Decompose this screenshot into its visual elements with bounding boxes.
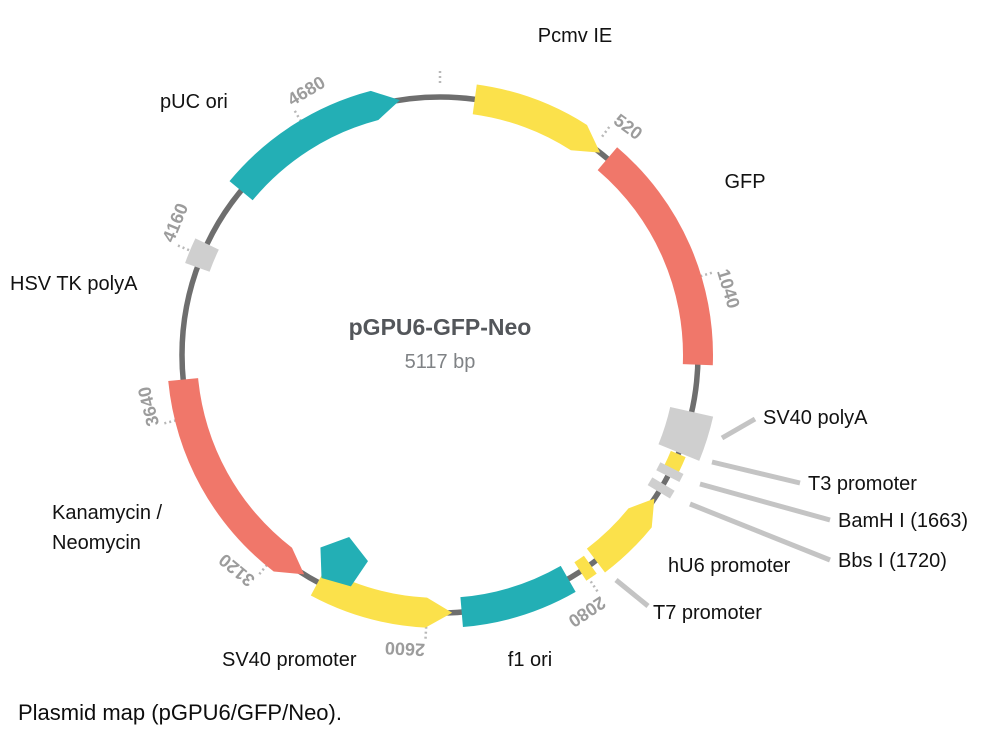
tick-label-3640: 3640	[134, 385, 163, 429]
tick-mark	[292, 108, 303, 122]
tick-label-2080: 2080	[565, 592, 609, 631]
restriction-site-group	[647, 462, 831, 563]
feature-group	[168, 84, 714, 628]
feature-label-gfp: GFP	[724, 171, 765, 193]
leader-line-t3-promoter	[711, 459, 801, 486]
plasmid-name: pGPU6-GFP-Neo	[349, 314, 532, 340]
decoration-group	[320, 537, 368, 587]
feature-label-hsv-tk-polya: HSV TK polyA	[10, 273, 138, 295]
feature-gfp[interactable]	[597, 147, 713, 366]
tick-mark	[175, 243, 190, 252]
label-group: Pcmv IE GFP SV40 polyA T3 promoter hU6 promo…	[10, 25, 968, 671]
feature-label-pcmv-ie: Pcmv IE	[538, 25, 612, 47]
figure-caption: Plasmid map (pGPU6/GFP/Neo).	[18, 700, 342, 725]
feature-f1-ori[interactable]	[460, 565, 576, 628]
tick-mark	[162, 419, 177, 425]
feature-label-kanamycin-neomycin: Kanamycin / Neomycin	[52, 502, 162, 554]
feature-label-sv40-promoter: SV40 promoter	[222, 649, 357, 671]
site-mark-bamh-i-1663[interactable]	[656, 462, 684, 483]
site-mark-bbs-i-1720[interactable]	[647, 477, 675, 499]
feature-sv40-polya[interactable]	[658, 406, 714, 461]
leader-line-t7-promoter	[614, 578, 650, 608]
feature-kanamycin-neomycin[interactable]	[168, 378, 305, 575]
feature-label-t7-promoter: T7 promoter	[653, 602, 762, 624]
leader-line-bamh-i-1663	[699, 481, 831, 523]
feature-pcmv-ie[interactable]	[472, 84, 601, 153]
tick-mark	[699, 270, 715, 278]
tick-label-4680: 4680	[284, 72, 329, 110]
tick-label-2600: 2600	[384, 638, 425, 660]
tick-mark	[589, 580, 600, 594]
feature-hsv-tk-polya[interactable]	[185, 238, 219, 272]
leader-line-sv40-polya	[720, 416, 757, 441]
feature-label-puc-ori: pUC ori	[160, 91, 228, 113]
feature-hu6-promoter[interactable]	[586, 498, 655, 573]
feature-puc-ori[interactable]	[229, 90, 400, 201]
tick-label-4160: 4160	[158, 200, 192, 245]
site-label-bamh-i-1663: BamH I (1663)	[838, 510, 968, 532]
inner-pentagon	[320, 537, 368, 587]
site-label-bbs-i-1720: Bbs I (1720)	[838, 550, 947, 572]
feature-t7-promoter[interactable]	[574, 555, 597, 581]
feature-label-sv40-polya: SV40 polyA	[763, 407, 868, 429]
feature-label-f1-ori: f1 ori	[508, 649, 552, 671]
center-text-group: pGPU6-GFP-Neo 5117 bp	[349, 314, 532, 373]
tick-label-3120: 3120	[215, 550, 259, 591]
tick-label-1040: 1040	[713, 267, 744, 311]
tick-mark	[424, 626, 428, 641]
tick-mark	[601, 124, 612, 138]
plasmid-size: 5117 bp	[405, 351, 476, 373]
leader-line-bbs-i-1720	[689, 501, 831, 563]
feature-label-hu6-promoter: hU6 promoter	[668, 555, 791, 577]
tick-mark	[257, 564, 268, 577]
feature-t3-promoter[interactable]	[664, 450, 686, 472]
feature-label-t3-promoter: T3 promoter	[808, 473, 917, 495]
tick-label-520: 520	[610, 110, 646, 144]
